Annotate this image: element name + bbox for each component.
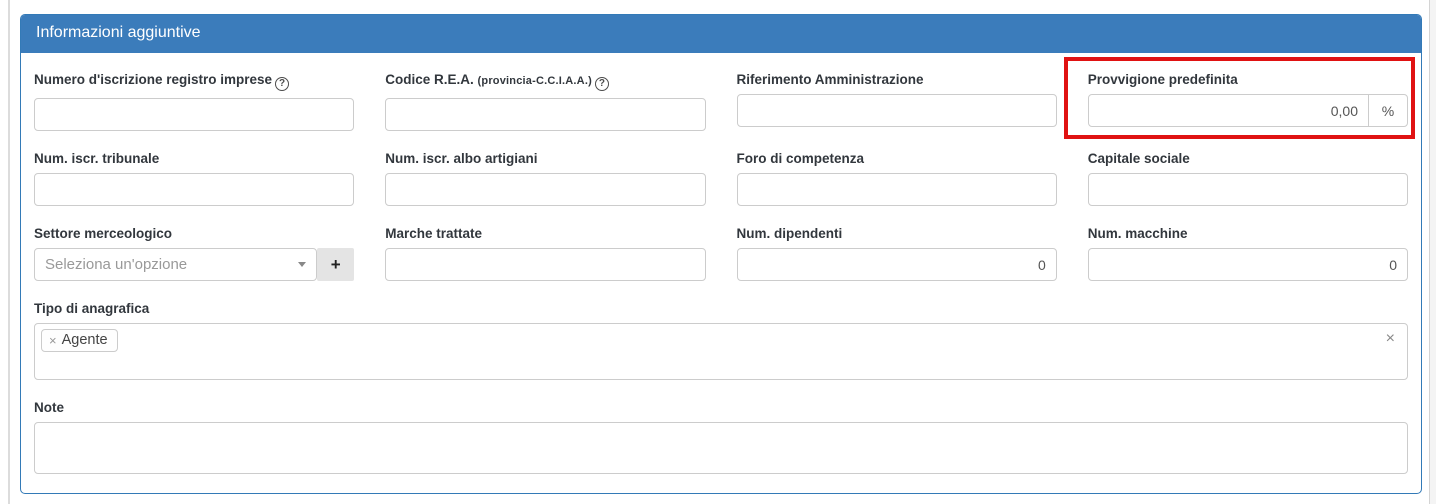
- num-dipendenti-label: Num. dipendenti: [736, 226, 843, 241]
- num-iscr-tribunale-label: Num. iscr. tribunale: [34, 151, 160, 166]
- registro-imprese-input[interactable]: [34, 98, 355, 131]
- num-dipendenti-input[interactable]: [736, 248, 1057, 281]
- help-icon[interactable]: ?: [275, 77, 290, 91]
- right-edge-divider: [1429, 0, 1430, 504]
- foro-di-competenza-label: Foro di competenza: [736, 151, 865, 166]
- tipo-anagrafica-label: Tipo di anagrafica: [34, 301, 150, 316]
- settore-merceologico-select[interactable]: Seleziona un'opzione: [34, 248, 318, 281]
- field-registro-imprese: Numero d'iscrizione registro imprese?: [34, 72, 355, 131]
- riferimento-amministrazione-label: Riferimento Amministrazione: [736, 72, 924, 87]
- field-settore-merceologico: Settore merceologico Seleziona un'opzion…: [34, 226, 355, 281]
- provvigione-predefinita-label: Provvigione predefinita: [1087, 72, 1238, 87]
- panel-body: Numero d'iscrizione registro imprese? Co…: [21, 53, 1421, 499]
- num-macchine-input[interactable]: [1087, 248, 1408, 281]
- field-riferimento-amministrazione: Riferimento Amministrazione: [736, 72, 1057, 131]
- field-tipo-anagrafica: Tipo di anagrafica × Agente ×: [34, 301, 1408, 380]
- tipo-anagrafica-multiselect[interactable]: × Agente ×: [34, 323, 1408, 380]
- capitale-sociale-label: Capitale sociale: [1087, 151, 1190, 166]
- clear-selection-icon[interactable]: ×: [1385, 330, 1395, 347]
- field-capitale-sociale: Capitale sociale: [1087, 151, 1408, 206]
- provvigione-input-group: %: [1087, 94, 1408, 127]
- field-note: Note: [34, 400, 1408, 479]
- field-num-iscr-albo-artigiani: Num. iscr. albo artigiani: [385, 151, 706, 206]
- num-iscr-albo-artigiani-input[interactable]: [385, 173, 706, 206]
- note-textarea[interactable]: [34, 422, 1408, 474]
- help-icon[interactable]: ?: [594, 77, 609, 91]
- codice-rea-label: Codice R.E.A. (provincia-C.C.I.A.A.)?: [385, 72, 705, 91]
- chevron-down-icon: [298, 262, 307, 267]
- num-iscr-tribunale-input[interactable]: [34, 173, 355, 206]
- marche-trattate-input[interactable]: [385, 248, 706, 281]
- settore-merceologico-placeholder: Seleziona un'opzione: [45, 256, 188, 273]
- field-foro-di-competenza: Foro di competenza: [736, 151, 1057, 206]
- registro-imprese-label-text: Numero d'iscrizione registro imprese: [34, 72, 273, 87]
- add-settore-button[interactable]: +: [317, 248, 355, 281]
- codice-rea-label-text: Codice R.E.A.: [385, 72, 474, 87]
- tag-label: Agente: [61, 332, 108, 348]
- page-right-gutter: [1430, 0, 1436, 504]
- field-codice-rea: Codice R.E.A. (provincia-C.C.I.A.A.)?: [385, 72, 706, 131]
- codice-rea-input[interactable]: [385, 98, 706, 131]
- field-num-iscr-tribunale: Num. iscr. tribunale: [34, 151, 355, 206]
- capitale-sociale-input[interactable]: [1087, 173, 1408, 206]
- field-num-dipendenti: Num. dipendenti: [736, 226, 1057, 281]
- panel-title: Informazioni aggiuntive: [21, 15, 1421, 53]
- field-num-macchine: Num. macchine: [1087, 226, 1408, 281]
- remove-tag-icon[interactable]: ×: [49, 332, 57, 348]
- settore-merceologico-label: Settore merceologico: [34, 226, 173, 241]
- percent-addon: %: [1368, 95, 1407, 126]
- form-grid: Numero d'iscrizione registro imprese? Co…: [34, 57, 1415, 499]
- left-edge-divider: [8, 0, 10, 504]
- registro-imprese-label: Numero d'iscrizione registro imprese?: [34, 72, 354, 91]
- tag-agente: × Agente: [41, 329, 118, 352]
- riferimento-amministrazione-input[interactable]: [736, 94, 1057, 127]
- num-iscr-albo-artigiani-label: Num. iscr. albo artigiani: [385, 151, 538, 166]
- num-macchine-label: Num. macchine: [1087, 226, 1188, 241]
- codice-rea-label-small: (provincia-C.C.I.A.A.): [477, 75, 592, 87]
- marche-trattate-label: Marche trattate: [385, 226, 483, 241]
- field-marche-trattate: Marche trattate: [385, 226, 706, 281]
- additional-info-panel: Informazioni aggiuntive Numero d'iscrizi…: [20, 14, 1422, 494]
- foro-di-competenza-input[interactable]: [736, 173, 1057, 206]
- field-provvigione-predefinita: Provvigione predefinita %: [1063, 57, 1415, 139]
- provvigione-predefinita-input[interactable]: [1088, 95, 1368, 126]
- settore-merceologico-group: Seleziona un'opzione +: [34, 248, 355, 281]
- note-label: Note: [34, 400, 64, 415]
